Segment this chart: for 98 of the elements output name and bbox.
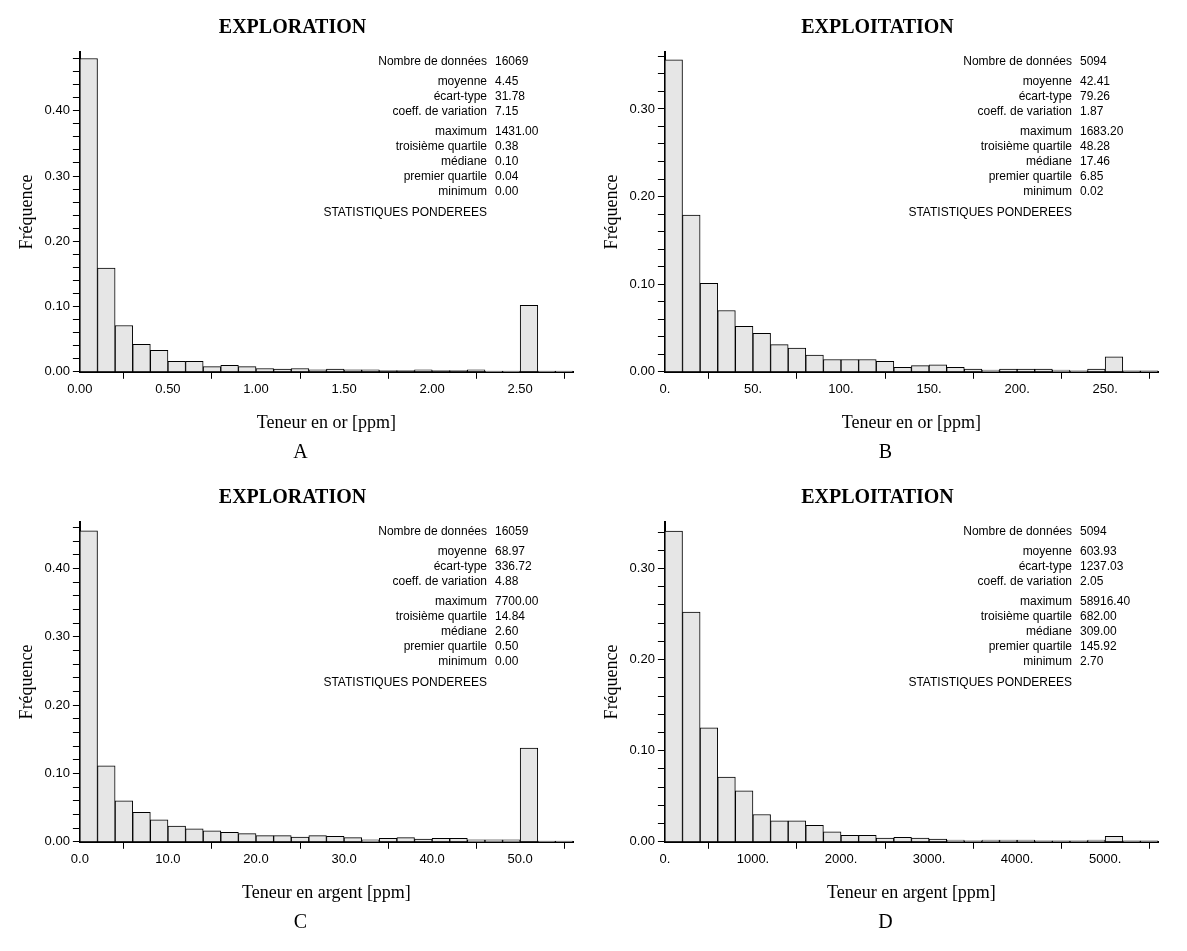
y-tick-label: 0.30 [44,167,70,183]
x-tick-label: 250. [1092,381,1118,397]
annotation: moyenne 4.45 [436,74,520,89]
annotation: Nombre de données 5094 [962,54,1108,69]
y-tick-label: 0.00 [44,363,70,379]
x-tick-label: 4000. [1000,851,1034,867]
x-axis-title: Teneur en or [ppm] [841,411,982,432]
chart-title: EXPLOITATION [801,15,955,38]
annotation: STATISTIQUES PONDEREES [322,205,487,220]
annotation: médiane 0.10 [439,154,520,169]
x-tick-label: 20.0 [243,851,269,867]
x-tick-label: 30.0 [331,851,357,867]
annotation: maximum 7700.00 [434,594,540,609]
chart-title: EXPLORATION [218,15,367,38]
text: D [877,910,894,933]
annotation: écart-type 1237.03 [1017,559,1125,574]
y-tick-label: 0.40 [44,560,70,576]
x-tick-label: 150. [916,381,942,397]
annotation: premier quartile 0.04 [402,169,520,184]
annotation: troisième quartile 48.28 [979,139,1112,154]
annotation: moyenne 68.97 [436,544,527,559]
annotation: coeff. de variation 4.88 [391,574,520,589]
annotation: maximum 58916.40 [1019,594,1132,609]
y-tick-label: 0.40 [44,102,70,118]
annotation: troisième quartile 14.84 [394,609,527,624]
x-tick-label: 200. [1004,381,1030,397]
x-tick-label: 0. [659,381,671,397]
annotation: écart-type 336.72 [432,559,533,574]
x-tick-label: 50. [743,381,762,397]
annotation: premier quartile 145.92 [987,639,1118,654]
y-tick-label: 0.30 [44,628,70,644]
annotation: médiane 2.60 [439,624,520,639]
annotation: troisième quartile 682.00 [979,609,1118,624]
annotation: médiane 17.46 [1024,154,1112,169]
x-tick-label: 2.00 [419,381,445,397]
x-axis-title: Teneur en argent [ppm] [827,881,996,902]
chart-title: EXPLOITATION [801,485,955,508]
annotation: médiane 309.00 [1024,624,1118,639]
y-tick-label: 0.10 [44,765,70,781]
y-tick-label: 0.10 [44,298,70,314]
annotation: troisième quartile 0.38 [394,139,520,154]
annotation: Nombre de données 16069 [377,54,530,69]
y-tick-label: 0.00 [629,363,655,379]
x-tick-label: 1.00 [243,381,269,397]
x-tick-label: 1.50 [331,381,357,397]
x-axis-title: Teneur en argent [ppm] [242,881,411,902]
x-tick-label: 1000. [736,851,770,867]
y-tick-label: 0.10 [629,742,655,758]
annotation: coeff. de variation 1.87 [976,104,1105,119]
x-tick-label: 5000. [1088,851,1122,867]
text: B [877,440,894,463]
annotation: minimum 0.02 [1022,184,1105,199]
x-tick-label: 40.0 [419,851,445,867]
annotation: maximum 1683.20 [1019,124,1125,139]
y-tick-label: 0.20 [44,232,70,248]
y-tick-label: 0.00 [44,833,70,849]
x-axis-title: Teneur en or [ppm] [256,411,397,432]
annotation: Nombre de données 5094 [962,524,1108,539]
y-tick-label: 0.00 [629,833,655,849]
annotation: Nombre de données 16059 [377,524,530,539]
annotation: STATISTIQUES PONDEREES [322,675,487,690]
chart-title: EXPLORATION [218,485,367,508]
x-tick-label: 10.0 [155,851,181,867]
annotation: coeff. de variation 2.05 [976,574,1105,589]
annotation: STATISTIQUES PONDEREES [907,205,1072,220]
x-tick-label: 3000. [912,851,946,867]
y-axis-title: Fréquence [600,174,621,250]
y-tick-label: 0.20 [44,696,70,712]
text: A [292,440,309,463]
x-tick-label: 0.00 [67,381,93,397]
text: C [292,910,309,933]
annotation: moyenne 42.41 [1021,74,1112,89]
x-tick-label: 0.50 [155,381,181,397]
annotation: écart-type 31.78 [432,89,527,104]
annotation: STATISTIQUES PONDEREES [907,675,1072,690]
x-tick-label: 2.50 [507,381,533,397]
y-tick-label: 0.20 [629,651,655,667]
annotation: minimum 0.00 [437,654,520,669]
annotation: maximum 1431.00 [434,124,540,139]
y-tick-label: 0.30 [629,100,655,116]
annotation: coeff. de variation 7.15 [391,104,520,119]
x-tick-label: 0. [659,851,671,867]
annotation: moyenne 603.93 [1021,544,1118,559]
y-axis-title: Fréquence [15,174,36,250]
y-tick-label: 0.20 [629,188,655,204]
annotation: premier quartile 0.50 [402,639,520,654]
annotation: écart-type 79.26 [1017,89,1112,104]
annotation: minimum 0.00 [437,184,520,199]
annotation: premier quartile 6.85 [987,169,1105,184]
y-tick-label: 0.30 [629,560,655,576]
x-tick-label: 0.0 [70,851,89,867]
y-tick-label: 0.10 [629,275,655,291]
x-tick-label: 2000. [824,851,858,867]
y-axis-title: Fréquence [600,644,621,720]
x-tick-label: 50.0 [507,851,533,867]
x-tick-label: 100. [828,381,854,397]
y-axis-title: Fréquence [15,644,36,720]
annotation: minimum 2.70 [1022,654,1105,669]
